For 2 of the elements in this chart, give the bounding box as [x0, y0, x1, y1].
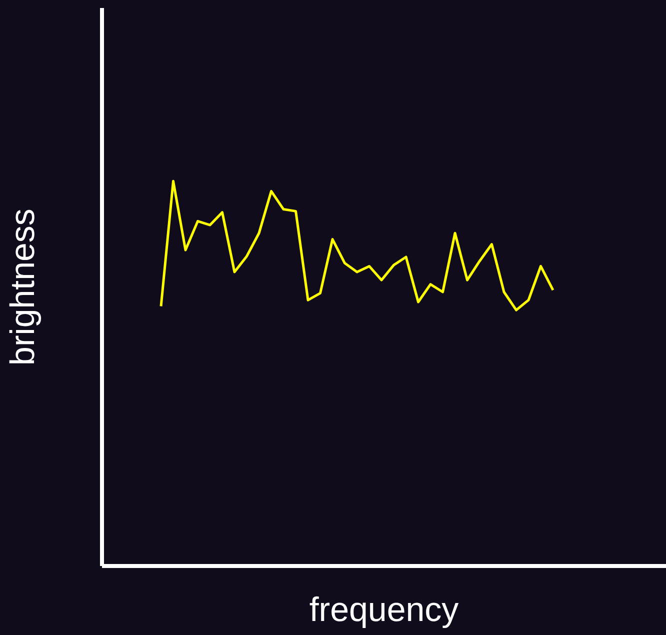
y-axis-title: brightness: [4, 208, 42, 366]
x-axis-title: frequency: [309, 591, 459, 629]
